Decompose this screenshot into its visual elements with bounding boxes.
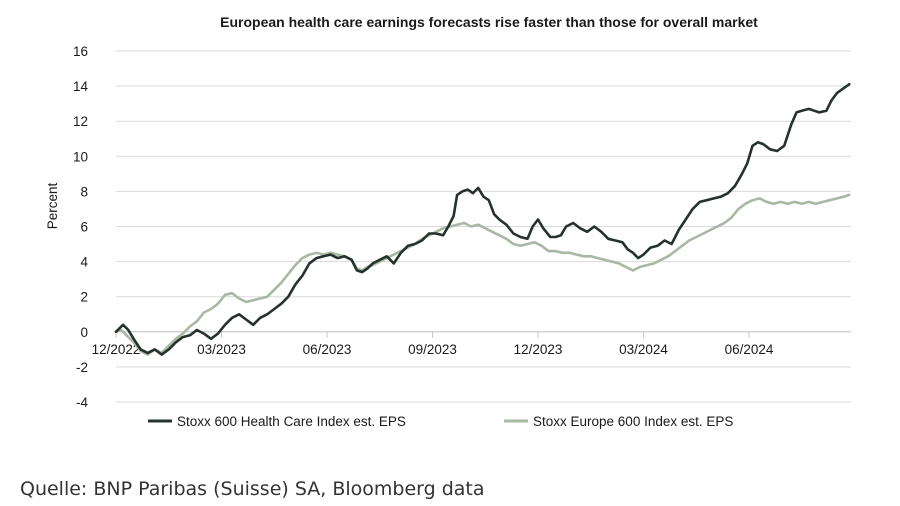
x-axis: 12/2022 03/2023 06/2023 09/2023 12/2023 03/20… xyxy=(92,331,774,357)
series-lines xyxy=(114,83,851,356)
x-tick-label: 03/2024 xyxy=(619,342,668,357)
x-tick-label: 06/2023 xyxy=(303,342,352,357)
y-tick-label: 16 xyxy=(73,44,88,59)
legend-label-europe-600: Stoxx Europe 600 Index est. EPS xyxy=(533,414,733,429)
series-line-europe-600 xyxy=(114,193,851,356)
x-tick-label: 06/2024 xyxy=(725,342,774,357)
y-tick-label: 6 xyxy=(80,220,88,235)
x-tick-label: 03/2023 xyxy=(197,342,246,357)
legend: Stoxx 600 Health Care Index est. EPS Sto… xyxy=(148,414,733,429)
y-axis-label: Percent xyxy=(45,182,60,229)
y-tick-label: 8 xyxy=(80,184,88,199)
y-tick-label: -4 xyxy=(76,395,88,410)
series-line-health-care xyxy=(114,83,851,356)
y-tick-label: 10 xyxy=(73,149,88,164)
y-tick-label: 4 xyxy=(80,255,88,270)
chart-title: European health care earnings forecasts … xyxy=(220,14,758,30)
y-tick-label: 14 xyxy=(73,79,89,94)
y-tick-label: 12 xyxy=(73,114,88,129)
legend-label-health-care: Stoxx 600 Health Care Index est. EPS xyxy=(177,414,406,429)
x-tick-label: 12/2022 xyxy=(92,342,141,357)
y-tick-label: 0 xyxy=(80,325,88,340)
y-axis: -4 -2 0 2 4 6 8 10 12 14 16 xyxy=(73,44,89,410)
y-tick-label: -2 xyxy=(76,360,88,375)
source-note: Quelle: BNP Paribas (Suisse) SA, Bloombe… xyxy=(20,478,485,500)
x-tick-label: 09/2023 xyxy=(408,342,457,357)
y-tick-label: 2 xyxy=(80,290,88,305)
x-tick-label: 12/2023 xyxy=(514,342,563,357)
